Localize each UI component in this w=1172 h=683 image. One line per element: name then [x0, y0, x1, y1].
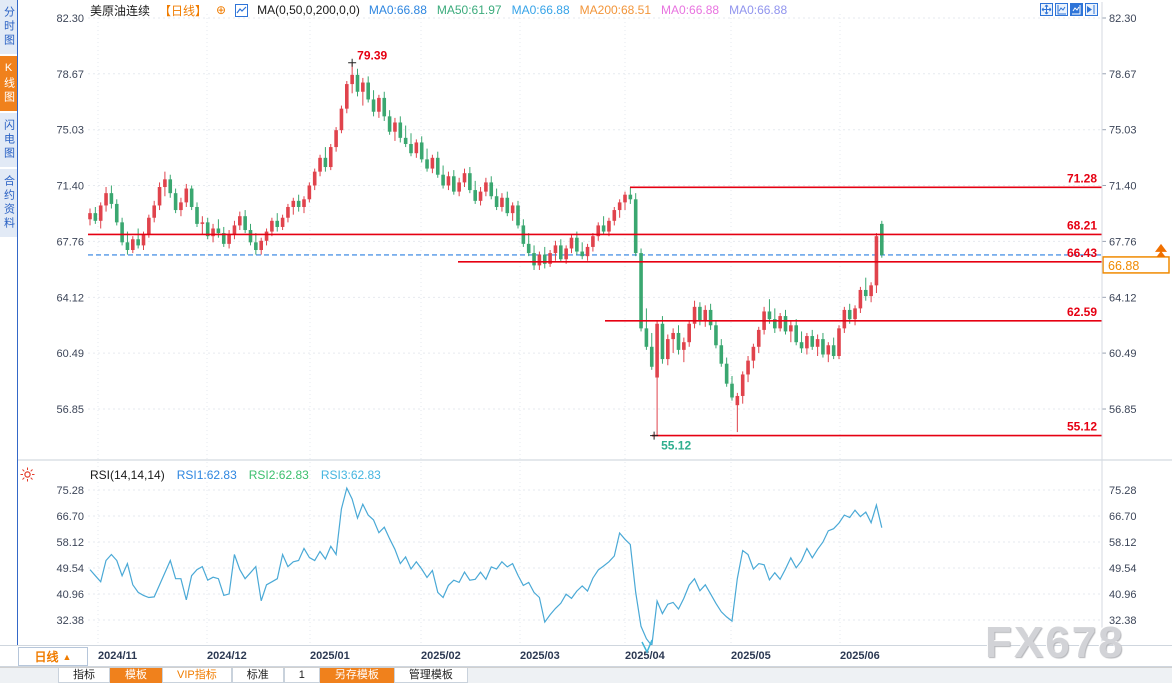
svg-text:66.43: 66.43 [1067, 246, 1097, 260]
tab-模板[interactable]: 模板 [110, 668, 162, 683]
svg-text:40.96: 40.96 [1109, 589, 1137, 601]
svg-text:78.67: 78.67 [56, 69, 84, 81]
candles-layer [88, 62, 884, 436]
chart-toolbar [1040, 3, 1098, 16]
annotations-layer: 79.39 55.12 [348, 49, 691, 453]
ma-legend-value: MA0:66.88 [729, 3, 788, 17]
month-label: 2025/02 [421, 650, 461, 662]
rsi-values: RSI1:62.83 RSI2:62.83 RSI3:62.83 [177, 468, 381, 482]
sidebar-item-K线图[interactable]: K线图 [0, 56, 17, 111]
svg-text:79.39: 79.39 [357, 49, 387, 63]
svg-text:49.54: 49.54 [56, 563, 84, 575]
month-label: 2025/03 [520, 650, 560, 662]
svg-text:64.12: 64.12 [1109, 292, 1137, 304]
rsi-indicator-icon[interactable] [20, 467, 35, 482]
svg-text:32.38: 32.38 [1109, 615, 1137, 627]
svg-text:75.28: 75.28 [56, 485, 84, 497]
svg-text:56.85: 56.85 [56, 404, 84, 416]
month-label: 2024/12 [207, 650, 247, 662]
svg-text:62.59: 62.59 [1067, 305, 1097, 319]
period-tag[interactable]: 【日线】 [159, 3, 208, 18]
svg-text:66.70: 66.70 [1109, 511, 1137, 523]
sidebar-item-合约资料[interactable]: 合约资料 [0, 169, 17, 237]
rsi-legend-value: RSI2:62.83 [248, 467, 309, 482]
svg-text:71.28: 71.28 [1067, 171, 1097, 185]
period-button-arrow-icon: ▲ [62, 651, 72, 662]
svg-text:32.38: 32.38 [56, 615, 84, 627]
svg-text:64.12: 64.12 [56, 292, 84, 304]
svg-text:75.03: 75.03 [56, 125, 84, 137]
tab-管理模板[interactable]: 管理模板 [393, 668, 468, 683]
instrument-title: 美原油连续 [90, 3, 151, 18]
mini-chart-icon [235, 3, 249, 17]
tab-VIP指标[interactable]: VIP指标 [162, 668, 232, 683]
svg-text:66.70: 66.70 [56, 511, 84, 523]
month-label: 2025/01 [310, 650, 350, 662]
bottom-tab-bar: 指标 模板 VIP指标 标准 1 另存模板 管理模板 [0, 667, 1172, 683]
time-axis-row: 日线 ▲ 2024/11 2024/12 2025/01 2025/02 2025/03… [0, 645, 1172, 667]
chart-header-legend: 美原油连续 【日线】 ⊕ MA(0,50,0,200,0,0) MA0:66.8… [90, 2, 787, 18]
svg-text:58.12: 58.12 [1109, 537, 1137, 549]
right-axis-chart-icon[interactable] [1070, 3, 1083, 16]
sidebar-item-闪电图[interactable]: 闪电图 [0, 113, 17, 167]
axis-marker-icon [641, 639, 653, 654]
svg-text:60.49: 60.49 [56, 348, 84, 360]
svg-text:75.03: 75.03 [1109, 125, 1137, 137]
svg-text:78.67: 78.67 [1109, 69, 1137, 81]
period-button-label: 日线 [34, 650, 59, 664]
rsi-legend-value: RSI1:62.83 [176, 467, 237, 482]
period-select-button[interactable]: 日线 ▲ [18, 647, 88, 666]
ma-legend-value: MA0:66.88 [661, 3, 720, 17]
levels-layer: 71.28 68.21 66.43 62.59 55.12 [88, 171, 1102, 437]
svg-text:68.21: 68.21 [1067, 218, 1097, 232]
svg-text:82.30: 82.30 [1109, 13, 1137, 25]
collapse-right-icon[interactable] [1085, 3, 1098, 16]
svg-text:58.12: 58.12 [56, 537, 84, 549]
left-sidebar: 分时图 K线图闪电图合约资料 [0, 0, 18, 645]
month-label: 2025/06 [840, 650, 880, 662]
tab-指标[interactable]: 指标 [58, 668, 110, 683]
svg-text:55.12: 55.12 [1067, 420, 1097, 434]
svg-text:67.76: 67.76 [56, 236, 84, 248]
rsi-line [89, 486, 883, 648]
fx678-watermark: FX678 [985, 618, 1125, 667]
left-axis-chart-icon[interactable] [1055, 3, 1068, 16]
svg-text:60.49: 60.49 [1109, 348, 1137, 360]
rsi-legend-value: RSI3:62.83 [320, 467, 381, 482]
svg-text:82.30: 82.30 [56, 13, 84, 25]
svg-text:71.40: 71.40 [56, 180, 84, 192]
ma-formula: MA(0,50,0,200,0,0) [257, 3, 360, 17]
ma-legend-value: MA200:68.51 [579, 3, 652, 17]
sidebar-item-分时图[interactable]: 分时图 [0, 0, 17, 54]
svg-text:40.96: 40.96 [56, 589, 84, 601]
rsi-header-legend: RSI(14,14,14) RSI1:62.83 RSI2:62.83 RSI3:6… [90, 467, 381, 482]
grid-layer: 82.30 82.30 78.67 78.67 75.03 75.03 71.40 71.40… [56, 13, 1137, 643]
month-label: 2025/05 [731, 650, 771, 662]
svg-text:49.54: 49.54 [1109, 563, 1137, 575]
ma-legend-value: MA50:61.97 [436, 3, 502, 17]
pan-icon[interactable] [1040, 3, 1053, 16]
month-label: 2025/04 [625, 650, 665, 662]
ma-values: MA0:66.88 MA50:61.97 MA0:66.88 MA200:68.51 M… [369, 3, 787, 17]
svg-text:75.28: 75.28 [1109, 485, 1137, 497]
svg-text:66.88: 66.88 [1108, 259, 1139, 273]
svg-text:71.40: 71.40 [1109, 180, 1137, 192]
svg-text:56.85: 56.85 [1109, 404, 1137, 416]
rsi-formula: RSI(14,14,14) [90, 467, 165, 482]
ma-legend-value: MA0:66.88 [511, 3, 570, 17]
ma-legend-value: MA0:66.88 [368, 3, 427, 17]
svg-text:55.12: 55.12 [661, 439, 691, 453]
tab-标准[interactable]: 标准 [231, 668, 284, 683]
svg-text:67.76: 67.76 [1109, 236, 1137, 248]
add-indicator-icon[interactable]: ⊕ [216, 3, 227, 17]
price-up-arrow-icon [1155, 243, 1167, 257]
month-label: 2024/11 [98, 650, 138, 662]
current-price-box [1102, 256, 1170, 274]
tab-另存模板[interactable]: 另存模板 [319, 668, 394, 683]
tab-1[interactable]: 1 [283, 668, 320, 683]
